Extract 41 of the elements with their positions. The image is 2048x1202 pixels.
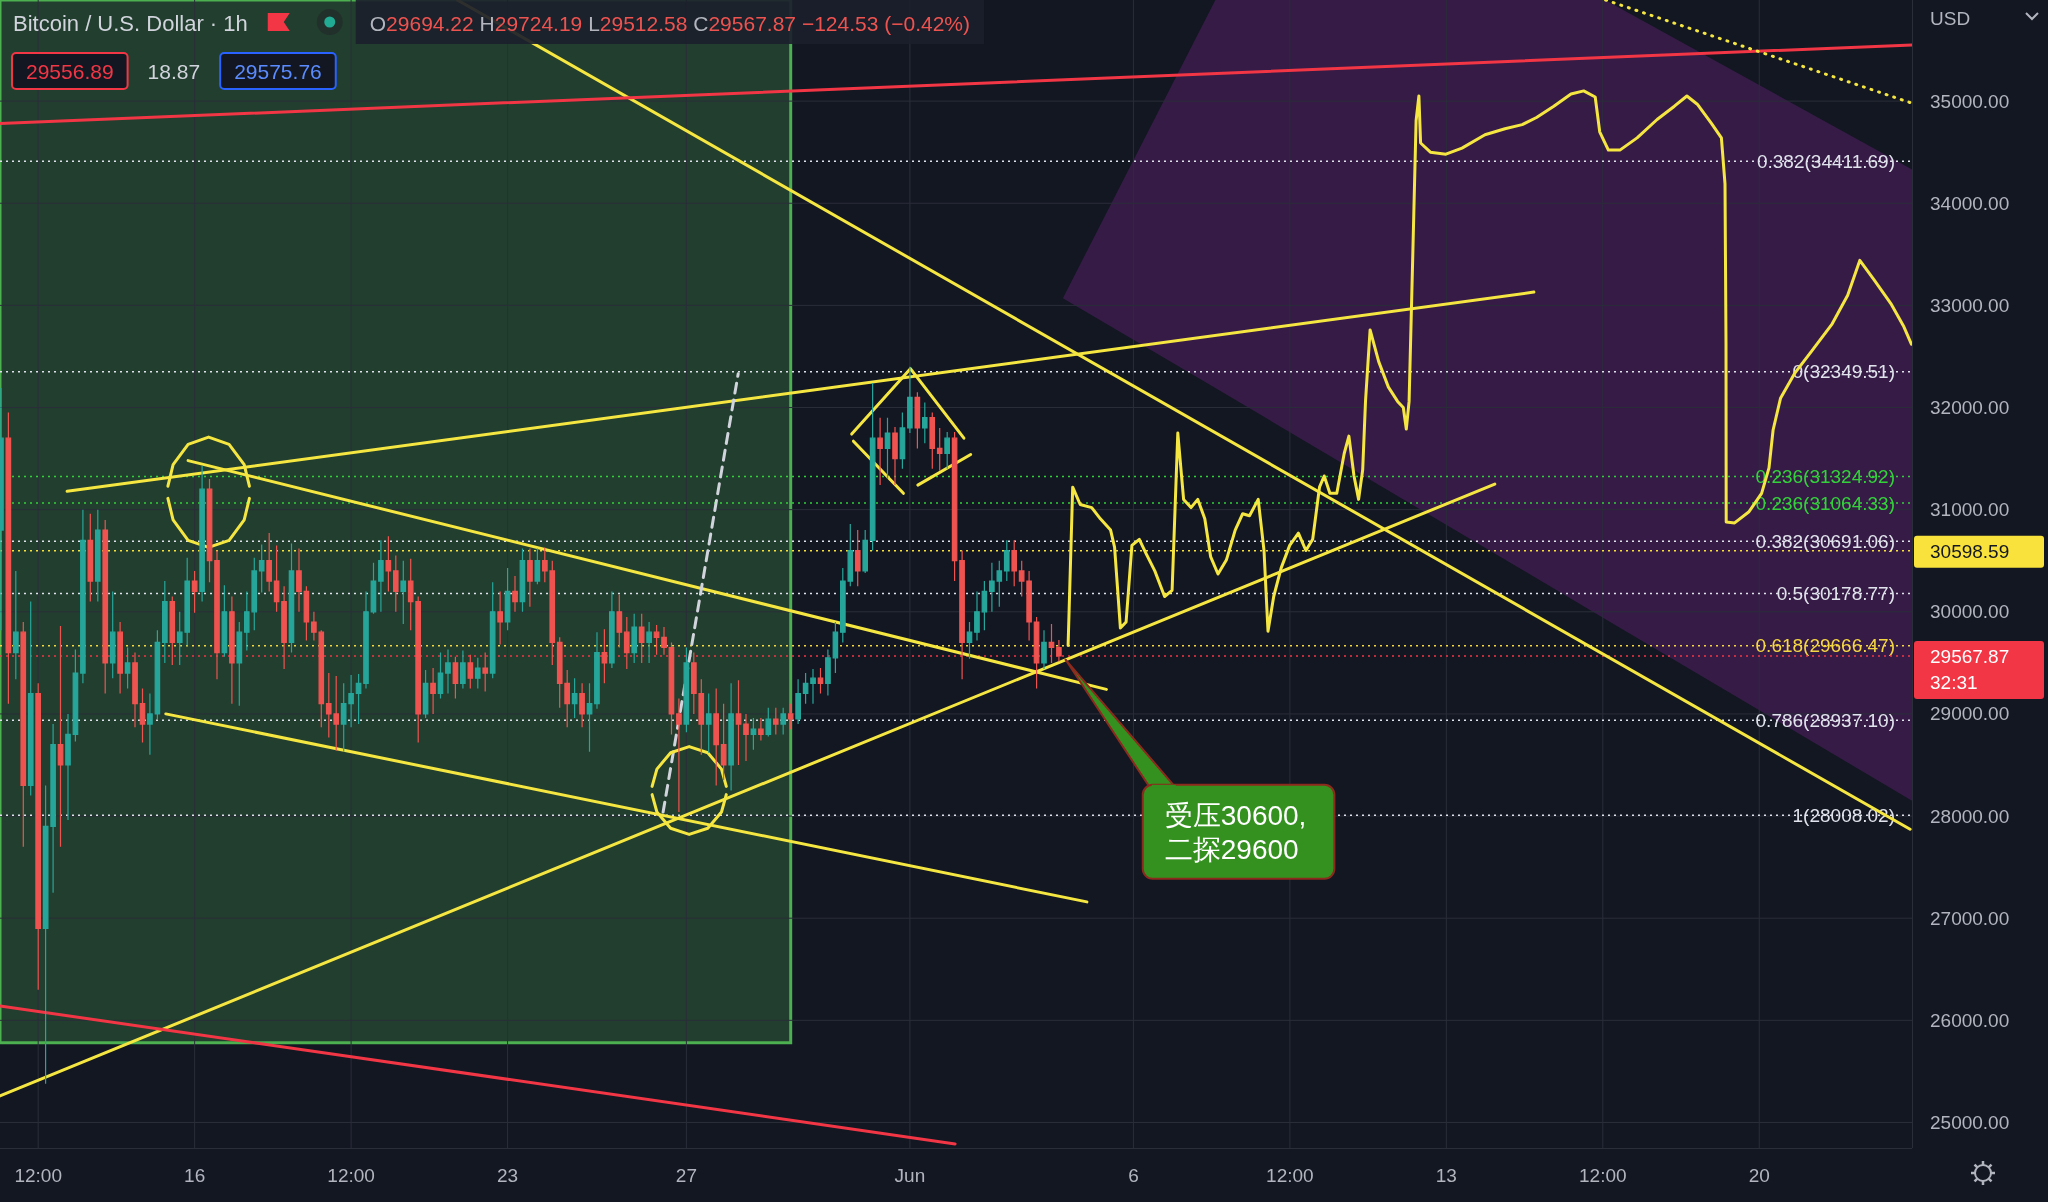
- annotation: 29556.89: [11, 52, 129, 90]
- y-tick-label: 30000.00: [1930, 601, 2010, 623]
- annotation: 29575.76: [219, 52, 337, 90]
- x-tick-label: 13: [1435, 1164, 1457, 1186]
- annotation: 29567.87 32:31: [1914, 640, 2044, 699]
- x-tick-label: 23: [497, 1164, 519, 1186]
- annotation: 30598.59: [1914, 535, 2044, 568]
- y-tick-label: 35000.00: [1930, 90, 2010, 112]
- x-tick-label: 12:00: [14, 1164, 62, 1186]
- annotation: 30598.59: [1930, 540, 2010, 562]
- ref-line-label: 0.382(34411.69): [1756, 150, 1895, 172]
- y-tick-label: 26000.00: [1930, 1009, 2010, 1031]
- y-tick-label: 29000.00: [1930, 703, 2010, 725]
- y-tick-label: 34000.00: [1930, 192, 2010, 214]
- annotation: 29567.87 32:31: [1930, 645, 2010, 693]
- annotation: 29575.76: [234, 59, 322, 83]
- x-tick-label: 12:00: [1579, 1164, 1627, 1186]
- ref-line-label: 0.236(31064.33): [1755, 492, 1895, 514]
- y-tick-label: 28000.00: [1930, 805, 2010, 827]
- y-tick-label: 25000.00: [1930, 1111, 2010, 1133]
- y-tick-label: 33000.00: [1930, 294, 2010, 316]
- x-tick-label: 20: [1748, 1164, 1770, 1186]
- y-tick-label: 27000.00: [1930, 907, 2010, 929]
- x-tick-label: 27: [675, 1164, 697, 1186]
- y-tick-label: 31000.00: [1930, 499, 2010, 521]
- ref-line-label: 0.382(30691.06): [1755, 530, 1895, 552]
- annotation: 受压30600, 二探29600: [1164, 799, 1307, 865]
- x-tick-label: Jun: [894, 1164, 926, 1186]
- ref-line-label: 0.618(29666.47): [1755, 635, 1895, 657]
- x-tick-label: 12:00: [327, 1164, 375, 1186]
- x-tick-label: 6: [1128, 1164, 1139, 1186]
- ref-line-label: 0.786(28937.10): [1755, 709, 1895, 731]
- annotation: 18.87: [147, 59, 201, 83]
- y-tick-label: 32000.00: [1930, 397, 2010, 418]
- x-tick-label: 16: [184, 1164, 206, 1186]
- annotation: 29556.89: [26, 59, 114, 83]
- y-axis-title: USD: [1930, 7, 1971, 29]
- title: Bitcoin / U.S. Dollar · 1h: [13, 10, 248, 36]
- subtitle: O29694.22 H29724.19 L29512.58 C29567.87 −124.53 (−0.42%): [369, 11, 970, 35]
- ref-line-label: 0.5(30178.77): [1776, 583, 1895, 605]
- x-tick-label: 12:00: [1266, 1164, 1314, 1186]
